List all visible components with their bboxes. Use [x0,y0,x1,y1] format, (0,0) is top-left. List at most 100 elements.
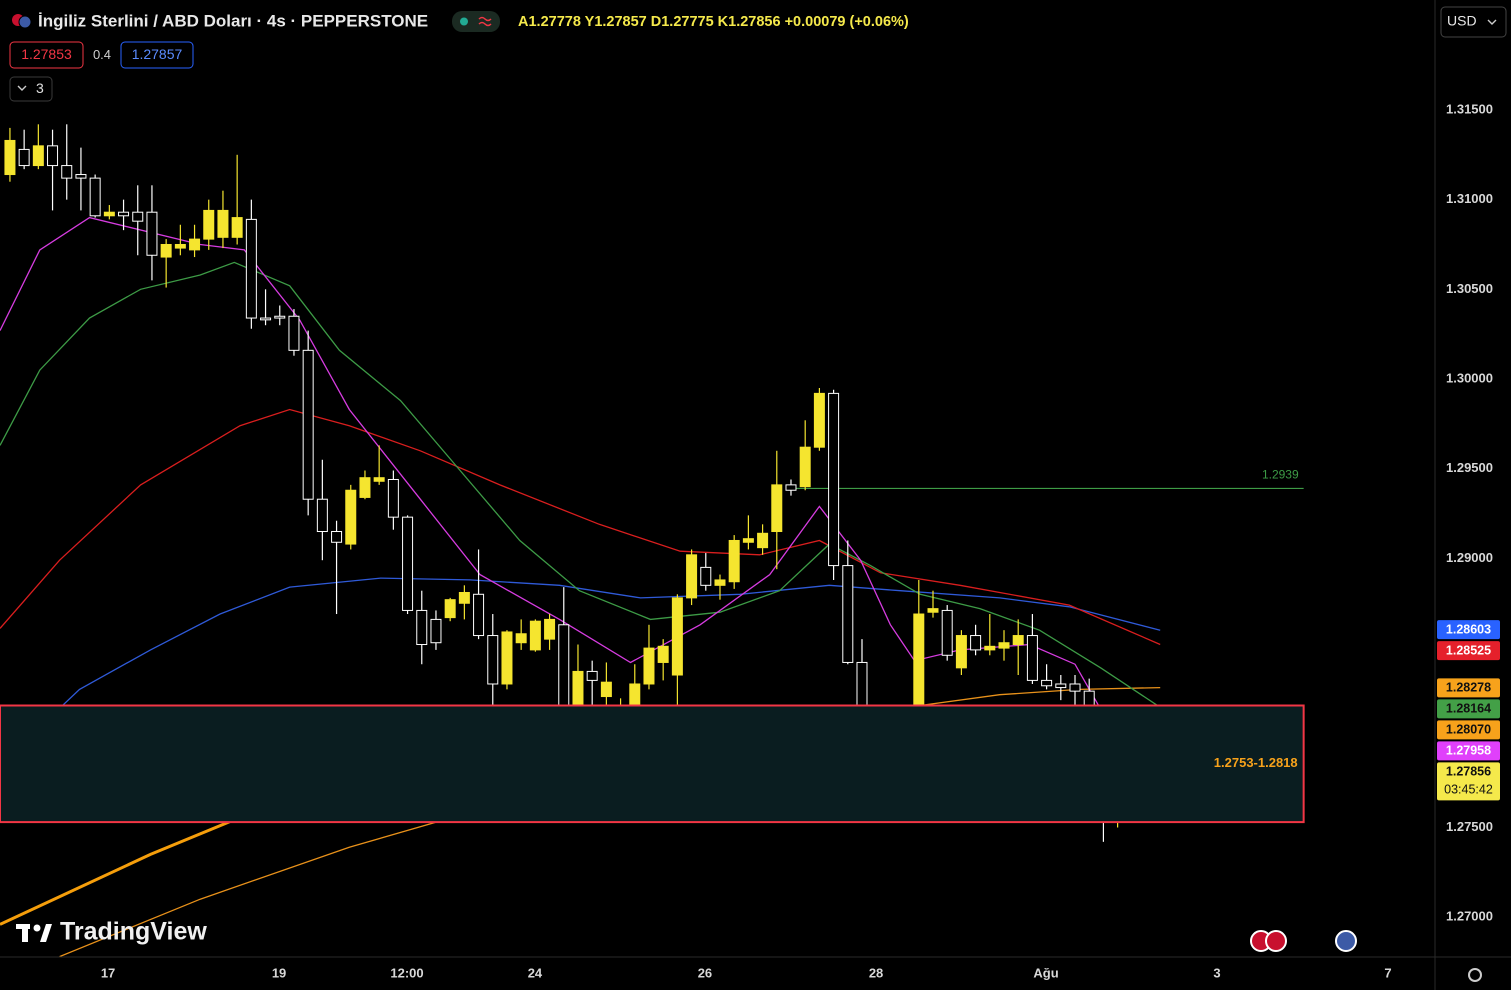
candle-body [700,566,712,586]
x-tick-label: 7 [1384,965,1391,980]
logo-mark [16,924,52,942]
price-label: 1.28070 [1446,723,1491,737]
moving-average [0,408,1161,646]
level-label: 1.2939 [1262,468,1299,482]
candle-body [558,624,570,710]
candle-body [1069,683,1081,692]
candle-body [1041,679,1053,687]
candle-body [444,599,456,619]
candle-body [387,478,399,518]
candle-body [260,317,272,321]
candle-body [89,177,101,217]
price-label: 1.28164 [1446,702,1491,716]
candle-body [728,539,740,583]
candle-body [785,484,797,491]
price-label: 1.28525 [1446,643,1491,657]
candle-body [61,165,73,179]
logo-text: TradingView [60,918,207,946]
price-label-box [1437,762,1500,801]
market-open-dot [460,17,468,26]
candle-body [217,209,229,238]
candle-body [757,532,769,549]
event-icon[interactable] [1265,930,1287,952]
event-icon[interactable] [1335,930,1357,952]
candle-body [416,609,428,646]
candle-body [998,642,1010,649]
chevron [17,85,27,91]
candle-body [103,211,115,217]
price-label-box [1437,620,1500,640]
currency-selector[interactable] [1440,6,1507,38]
plot-area [0,124,1304,957]
candle-body [458,591,470,604]
candle-body [288,315,300,351]
flag-icon [18,15,32,29]
price-label: 1.27958 [1446,744,1491,758]
countdown: 03:45:42 [1444,783,1493,797]
y-tick-label: 1.30000 [1446,370,1493,385]
x-tick-label: 19 [272,965,286,980]
settings-icon[interactable] [1468,968,1482,982]
indicator-toggle[interactable] [9,76,53,102]
candle-body [4,139,16,176]
sell-button[interactable] [9,41,84,69]
delay-icon [478,16,492,27]
candle-body [742,538,754,543]
price-label-box [1437,699,1500,719]
moving-average [0,216,1161,746]
candle-body [473,593,485,637]
candle-body [1012,635,1024,646]
candle-body [572,670,584,710]
candle-body [32,145,44,167]
chevron [1487,19,1497,25]
candle-body [18,148,30,167]
zone [0,704,1305,824]
y-tick-label: 1.29500 [1446,460,1493,475]
candle-body [529,620,541,651]
symbol-title[interactable]: İngiliz Sterlini / ABD Doları · 4s · PEP… [38,11,428,30]
candle-body [75,174,87,179]
candle-body [47,145,59,167]
zone-label: 1.2753-1.2818 [1214,755,1298,770]
status-pill[interactable] [452,11,500,32]
candle-body [118,211,130,217]
candle-body [359,477,371,498]
candle-body [331,531,343,543]
candle-body [927,608,939,613]
moving-average [0,577,1161,766]
x-tick-label: 26 [698,965,712,980]
candle-body [1055,683,1067,689]
candle-body [132,211,144,222]
candle-body [316,498,328,533]
buy-button[interactable] [120,41,194,69]
candle-body [544,618,556,640]
candle-body [146,211,158,256]
candle-body [373,477,385,482]
candle-body [274,315,286,319]
candle-body [174,243,186,249]
moving-average [0,261,1161,708]
candle-body [941,609,953,656]
candle-body [487,635,499,685]
price-label-box [1437,720,1500,740]
x-tick-label: 12:00 [390,965,423,980]
candle-body [203,209,215,240]
candle-body [501,631,513,685]
currency: USD [1447,13,1477,29]
candle-body [799,446,811,488]
candle-body [189,238,201,251]
candle-body [586,670,598,681]
candle-body [1026,635,1038,681]
candle-body [245,218,257,319]
spread: 0.4 [93,47,111,62]
x-tick-label: 3 [1213,965,1220,980]
candle-body [600,681,612,698]
candle-body [657,645,669,663]
candle-body [345,489,357,545]
y-tick-label: 1.29000 [1446,550,1493,565]
candle-body [686,554,698,599]
candle-body [813,392,825,448]
